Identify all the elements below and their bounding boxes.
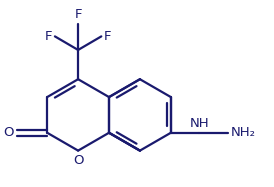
Text: NH₂: NH₂: [231, 126, 256, 139]
Text: O: O: [4, 126, 14, 139]
Text: NH: NH: [190, 117, 209, 130]
Text: F: F: [45, 30, 52, 43]
Text: F: F: [104, 30, 112, 43]
Text: O: O: [73, 154, 83, 167]
Text: F: F: [74, 8, 82, 21]
